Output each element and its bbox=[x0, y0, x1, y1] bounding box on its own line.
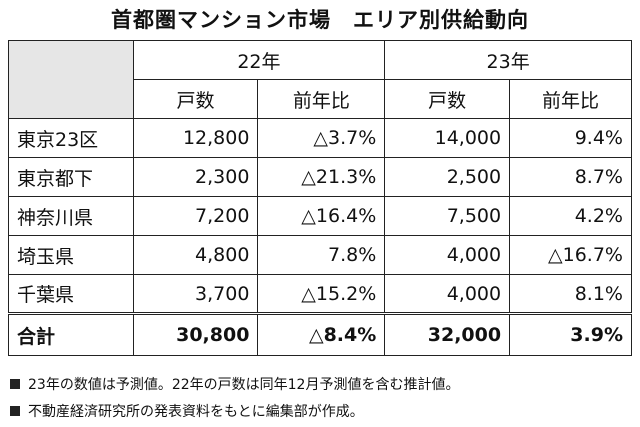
data-row: 神奈川県 7,200 △16.4% 7,500 4.2% bbox=[8, 196, 632, 236]
cell: 4.2% bbox=[509, 196, 632, 236]
row-label: 東京23区 bbox=[8, 118, 134, 158]
column-header: 戸数 bbox=[132, 79, 259, 119]
header-row: 戸数 前年比 戸数 前年比 bbox=[9, 79, 632, 119]
cell: 8.1% bbox=[509, 274, 632, 314]
cell: 4,000 bbox=[384, 274, 511, 314]
data-row: 東京都下 2,300 △21.3% 2,500 8.7% bbox=[8, 157, 632, 197]
bullet bbox=[10, 406, 20, 416]
note: 23年の数値は予測値。22年の戸数は同年12月予測値を含む推計値。 bbox=[10, 374, 459, 394]
table-body: 22年 23年 戸数 前年比 戸数 前年比 東京23区 12,800 △3.7% 14,00… bbox=[8, 40, 632, 356]
row-label: 神奈川県 bbox=[8, 196, 134, 236]
column-header: 戸数 bbox=[384, 79, 511, 119]
cell: 12,800 bbox=[132, 118, 259, 158]
column-header: 前年比 bbox=[257, 79, 386, 119]
cell: △3.7% bbox=[257, 118, 386, 158]
bullet bbox=[10, 379, 20, 389]
row-label: 合計 bbox=[8, 312, 134, 356]
cell: △21.3% bbox=[257, 157, 386, 197]
data-row: 埼玉県 4,800 7.8% 4,000 △16.7% bbox=[8, 235, 632, 275]
cell: 30,800 bbox=[132, 312, 259, 356]
cell: △15.2% bbox=[257, 274, 386, 314]
row-label: 東京都下 bbox=[8, 157, 134, 197]
data-row: 東京23区 12,800 △3.7% 14,000 9.4% bbox=[8, 118, 632, 158]
note: 不動産経済研究所の発表資料をもとに編集部が作成。 bbox=[10, 401, 364, 421]
cell: △16.7% bbox=[509, 235, 632, 275]
cell: 4,800 bbox=[132, 235, 259, 275]
corner-cell bbox=[8, 40, 134, 119]
cell: 2,500 bbox=[384, 157, 511, 197]
cell: 3.9% bbox=[509, 312, 632, 356]
row-label: 埼玉県 bbox=[8, 235, 134, 275]
data-row: 千葉県 3,700 △15.2% 4,000 8.1% bbox=[8, 274, 632, 314]
total-row: 合計 30,800 △8.4% 32,000 3.9% bbox=[8, 312, 632, 356]
cell: 14,000 bbox=[384, 118, 511, 158]
note-text: 不動産経済研究所の発表資料をもとに編集部が作成。 bbox=[28, 404, 364, 420]
cell: 32,000 bbox=[384, 312, 511, 356]
cell: △16.4% bbox=[257, 196, 386, 236]
cell: 3,700 bbox=[132, 274, 259, 314]
year-header: 22年 bbox=[132, 40, 386, 80]
title: 首都圏マンション市場 エリア別供給動向 bbox=[111, 8, 529, 32]
cell: △8.4% bbox=[257, 312, 386, 356]
year-header: 23年 bbox=[384, 40, 632, 80]
cell: 4,000 bbox=[384, 235, 511, 275]
cell: 9.4% bbox=[509, 118, 632, 158]
row-label: 千葉県 bbox=[8, 274, 134, 314]
cell: 2,300 bbox=[132, 157, 259, 197]
header-row: 22年 23年 bbox=[8, 40, 632, 119]
cell: 7,500 bbox=[384, 196, 511, 236]
cell: 8.7% bbox=[509, 157, 632, 197]
note-text: 23年の数値は予測値。22年の戸数は同年12月予測値を含む推計値。 bbox=[28, 377, 460, 393]
data-table: 22年 23年 戸数 前年比 戸数 前年比 東京23区 12,800 △3.7% 14,00… bbox=[8, 40, 632, 356]
cell: 7.8% bbox=[257, 235, 386, 275]
cell: 7,200 bbox=[132, 196, 259, 236]
column-header: 前年比 bbox=[509, 79, 632, 119]
